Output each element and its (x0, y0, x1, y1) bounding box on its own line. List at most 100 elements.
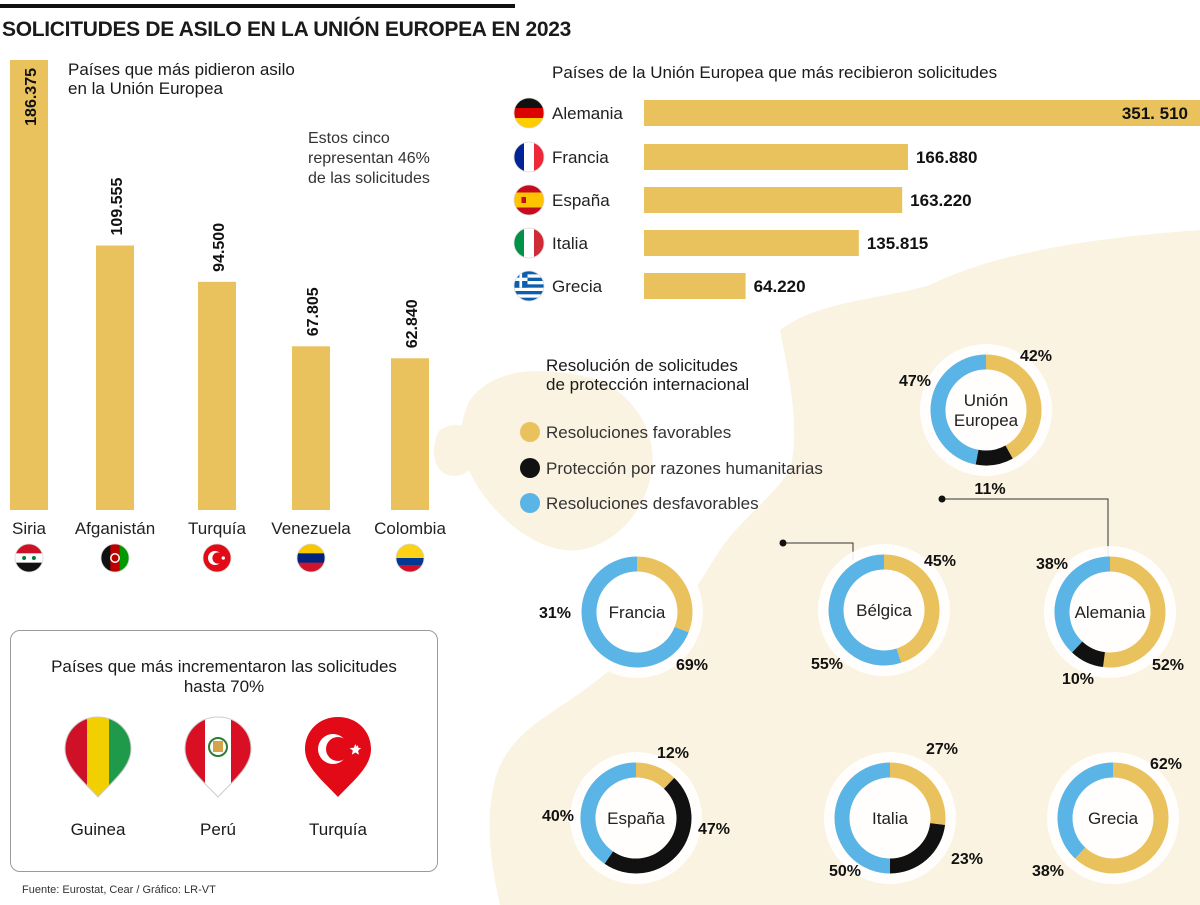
bar-colombia (391, 358, 429, 510)
hbar-value-alemania: 351. 510 (1122, 104, 1188, 123)
donut-espana: España 12% 47% 40% (542, 745, 730, 884)
donut-name-italia: Italia (872, 809, 908, 828)
donut-segment-espana-unfavorable (580, 762, 637, 864)
donut-segment-union-europea-favorable (985, 354, 1042, 459)
connector-dot-alemania (938, 495, 946, 503)
colombia-flag-icon (396, 544, 424, 572)
vertical-bar-chart: 186.375 Siria 109.555 Afganistán 94.500 Turqu… (10, 60, 446, 573)
connector-alemania (942, 498, 1109, 556)
donut-alemania: Alemania 52% 10% 38% (1036, 546, 1184, 688)
donut-italia: Italia 27% 23% 50% (824, 741, 983, 884)
increase-panel-title-line-2: hasta 70% (183, 677, 265, 696)
horizontal-bar-chart: Alemania 351. 510 Francia 166.880 España 163.… (513, 97, 1200, 302)
donut-francia: Francia 31% 69% (539, 546, 708, 678)
increase-panel-title-line-1: Países que más incrementaron las solicit… (51, 657, 397, 676)
donut-charts: Resoluciones favorables Protección por ra… (520, 344, 1184, 884)
bar-afganistan (96, 245, 134, 510)
guinea-flag-pin-icon (64, 716, 132, 798)
spain-flag-icon (514, 185, 544, 215)
bar-category-turquia: Turquía (188, 519, 247, 538)
greece-flag-icon (514, 271, 544, 301)
bar-siria (10, 60, 48, 510)
hbar-italia (644, 230, 859, 256)
bar-value-venezuela: 67.805 (305, 287, 322, 336)
donut-name-espana: España (607, 809, 665, 828)
page-title: SOLICITUDES DE ASILO EN LA UNIÓN EUROPEA… (2, 18, 572, 41)
bar-category-venezuela: Venezuela (271, 519, 351, 538)
donut-connectors (779, 495, 1109, 560)
legend-label-resoluciones-favorables: Resoluciones favorables (546, 423, 731, 442)
venezuela-flag-icon (297, 544, 325, 572)
hbar-grecia (644, 273, 746, 299)
donut-segment-espana-humanitarian (604, 777, 692, 874)
hbar-category-espana: España (552, 191, 610, 210)
hbar-category-italia: Italia (552, 234, 588, 253)
hbar-value-espana: 163.220 (910, 191, 971, 210)
pin-label-guinea: Guinea (70, 820, 126, 839)
donut-segment-belgica-favorable (883, 554, 940, 663)
donut-title-line-2: de protección internacional (546, 375, 750, 394)
legend-label-resoluciones-desfavorables: Resoluciones desfavorables (546, 494, 759, 513)
legend-label-proteccion-por-razones-humanitarias: Protección por razones humanitarias (546, 459, 823, 478)
hbar-alemania (644, 100, 1200, 126)
legend-dot-resoluciones-desfavorables (520, 493, 540, 513)
vbar-title-line-2: en la Unión Europea (68, 79, 224, 98)
hbar-title: Países de la Unión Europea que más recib… (552, 63, 998, 82)
bar-category-siria: Siria (12, 519, 47, 538)
donut-segment-italia-unfavorable (834, 762, 891, 874)
donut-pct-belgica-unf: 55% (811, 656, 843, 673)
pin-label-turkey: Turquía (309, 820, 367, 839)
connector-dot-belgica (779, 539, 787, 547)
peru-flag-pin-icon (184, 716, 252, 798)
france-flag-icon (514, 142, 544, 172)
italy-flag-icon (514, 228, 544, 258)
donut-segment-italia-humanitarian (889, 822, 946, 874)
hbar-category-alemania: Alemania (552, 104, 623, 123)
vbar-title-line-1: Países que más pidieron asilo (68, 60, 295, 79)
turkey-flag-icon (203, 544, 231, 572)
turkey-flag-pin-icon (305, 717, 371, 797)
donut-segment-grecia-favorable (1075, 762, 1169, 874)
donut-pct-alemania-hum: 10% (1062, 671, 1094, 688)
donut-segment-union-europea-unfavorable (930, 354, 987, 465)
donut-pct-italia-hum: 23% (951, 851, 983, 868)
hbar-espana (644, 187, 903, 213)
donut-grecia: Grecia 62% 38% (1032, 752, 1182, 884)
hbar-value-francia: 166.880 (916, 148, 977, 167)
bar-value-colombia: 62.840 (404, 299, 421, 348)
title-rule (0, 4, 515, 8)
source-note: Fuente: Eurostat, Cear / Gráfico: LR-VT (22, 884, 216, 896)
donut-belgica: Bélgica 45% 55% (811, 544, 956, 676)
donut-name-union-europea-1: Unión (964, 391, 1008, 410)
donut-segment-francia-unfavorable (581, 556, 689, 668)
donut-name-francia: Francia (609, 603, 666, 622)
donut-segment-alemania-humanitarian (1072, 641, 1106, 668)
donut-pct-alemania-fav: 52% (1152, 657, 1184, 674)
legend-dot-resoluciones-favorables (520, 422, 540, 442)
donut-pct-union-europea-fav: 42% (1020, 348, 1052, 365)
germany-flag-icon (514, 98, 544, 128)
donut-name-grecia: Grecia (1088, 809, 1139, 828)
bar-category-colombia: Colombia (374, 519, 446, 538)
bar-venezuela (292, 346, 330, 510)
increase-panel: Países que más incrementaron las solicit… (10, 630, 438, 872)
donut-pct-espana-unf: 40% (542, 808, 574, 825)
legend-dot-proteccion-por-razones-humanitarias (520, 458, 540, 478)
bar-value-siria: 186.375 (23, 68, 40, 126)
donut-pct-italia-fav: 27% (926, 741, 958, 758)
hbar-francia (644, 144, 908, 170)
bar-category-afganistan: Afganistán (75, 519, 155, 538)
pin-label-peru: Perú (200, 820, 236, 839)
donut-pct-francia-fav: 31% (539, 605, 571, 622)
vbar-annotation-line-1: Estos cinco (308, 130, 390, 147)
hbar-category-francia: Francia (552, 148, 609, 167)
donut-segment-italia-favorable (889, 762, 946, 825)
donut-segment-grecia-unfavorable (1057, 762, 1114, 859)
hbar-value-italia: 135.815 (867, 234, 928, 253)
vbar-annotation-line-2: representan 46% (308, 150, 430, 167)
connector-belgica (783, 542, 854, 560)
vbar-annotation-line-3: de las solicitudes (308, 170, 430, 187)
afghanistan-flag-icon (101, 544, 129, 572)
